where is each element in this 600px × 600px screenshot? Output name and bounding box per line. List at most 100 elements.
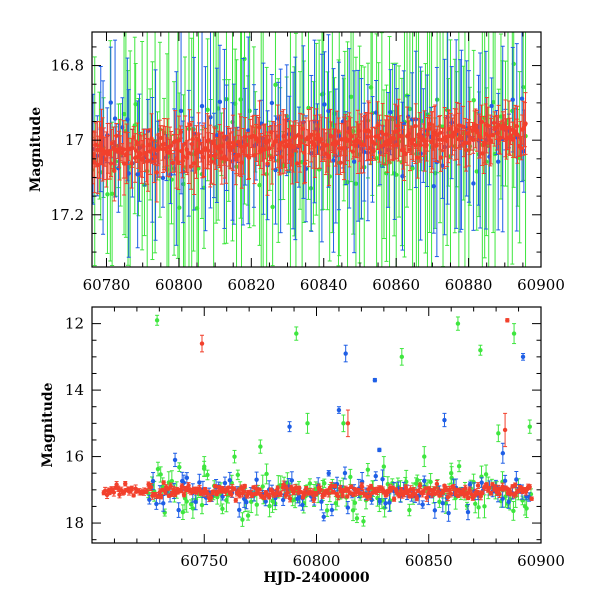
data-point (515, 489, 521, 494)
data-point (506, 100, 512, 155)
outlier-point (199, 334, 205, 353)
data-point (448, 489, 454, 498)
outlier-point (305, 412, 310, 434)
outlier-point (511, 323, 517, 345)
data-point (158, 466, 163, 483)
outlier-point (502, 412, 508, 448)
data-point (280, 493, 286, 506)
data-point (518, 136, 524, 161)
data-point (512, 104, 518, 159)
data-point (161, 480, 166, 485)
data-point (419, 127, 424, 147)
data-point (454, 101, 460, 160)
data-point (148, 482, 154, 492)
data-point (322, 478, 327, 488)
data-point (199, 495, 205, 515)
data-point (245, 510, 251, 521)
data-point (252, 126, 257, 185)
outlier-point (372, 377, 378, 383)
data-point (264, 66, 269, 267)
data-point (237, 502, 242, 518)
data-point (187, 109, 192, 141)
data-point (181, 492, 187, 498)
data-point (121, 131, 127, 196)
data-point (158, 493, 164, 500)
data-point (524, 498, 529, 519)
data-point (129, 485, 135, 492)
outlier-point (422, 446, 427, 468)
data-point (112, 39, 118, 198)
data-point (326, 470, 331, 477)
outlier-point (336, 406, 342, 414)
data-point (246, 136, 252, 180)
data-point (515, 105, 520, 164)
outlier-point (478, 344, 483, 356)
x-tick-label: 60750 (180, 552, 228, 570)
data-point (508, 126, 513, 145)
top-panel: 60780 60800 60820 60840 60860 60880 60900 16.8 1… (28, 31, 565, 294)
data-point (331, 68, 336, 253)
data-point (465, 503, 471, 521)
data-point (414, 495, 420, 502)
data-point (484, 482, 489, 487)
bottom-data-points (101, 314, 534, 527)
y-tick-label: 18 (65, 514, 84, 532)
data-point (427, 117, 432, 131)
data-point (178, 488, 184, 494)
data-point (152, 149, 158, 166)
data-point (411, 117, 416, 162)
bottom-panel: 60750 60800 60850 60900 12 14 16 18 Magnitude H… (40, 306, 565, 586)
data-point (413, 103, 418, 149)
outlier-point (381, 456, 387, 478)
x-tick-label: 60880 (445, 276, 493, 294)
data-point (387, 493, 392, 512)
data-point (410, 32, 415, 267)
outlier-point (343, 344, 348, 363)
outlier-point (202, 456, 207, 478)
data-point (242, 483, 247, 489)
data-point (400, 490, 405, 499)
data-point (285, 488, 290, 497)
data-point (123, 480, 128, 487)
y-tick-label: 16.8 (51, 57, 84, 75)
data-point (391, 496, 397, 502)
data-point (147, 494, 152, 505)
data-point (465, 495, 471, 501)
data-point (373, 471, 378, 481)
data-point (374, 33, 379, 267)
x-tick-label: 60780 (83, 276, 131, 294)
data-point (375, 101, 380, 150)
x-tick-label: 60860 (372, 276, 420, 294)
data-point (357, 490, 363, 496)
data-point (329, 503, 335, 517)
data-point (359, 483, 365, 491)
outlier-point (172, 452, 178, 468)
data-point (233, 497, 238, 503)
data-point (456, 460, 462, 473)
data-point (188, 499, 194, 510)
data-point (488, 117, 494, 165)
data-point (319, 116, 324, 163)
data-point (464, 501, 470, 510)
top-plot-frame (91, 31, 542, 268)
data-point (318, 485, 323, 494)
data-point (512, 482, 518, 488)
data-point (432, 501, 438, 519)
data-point (231, 486, 237, 491)
bottom-axis-ticks: 60750 60800 60850 60900 12 14 16 18 (65, 306, 565, 570)
data-point (324, 503, 330, 517)
data-point (326, 128, 332, 187)
data-point (445, 493, 451, 502)
data-point (220, 503, 225, 515)
data-point (176, 502, 181, 518)
x-tick-label: 60820 (227, 276, 275, 294)
x-tick-label: 60900 (517, 552, 565, 570)
outlier-point (520, 353, 526, 361)
x-tick-label: 60840 (300, 276, 348, 294)
data-point (438, 143, 444, 172)
data-point (233, 144, 239, 175)
data-point (114, 123, 119, 149)
data-point (523, 92, 528, 155)
data-point (316, 39, 322, 267)
